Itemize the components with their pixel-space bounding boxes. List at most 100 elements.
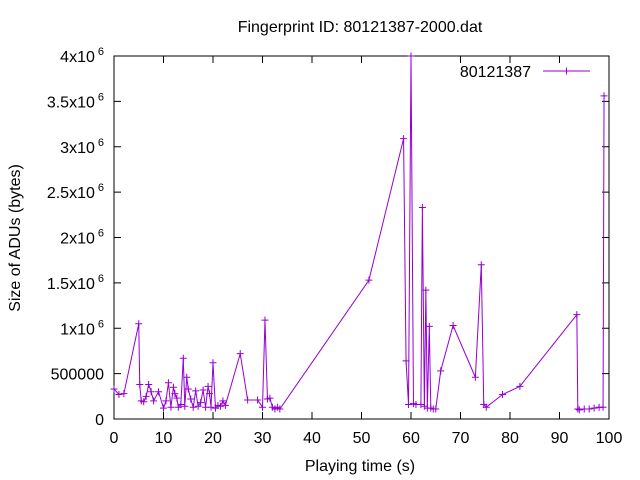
data-point: [110, 385, 118, 393]
y-tick-label: 2x10 6: [60, 228, 104, 248]
data-point: [600, 92, 608, 100]
x-tick-label: 100: [596, 430, 623, 447]
data-point: [276, 405, 284, 413]
axis-ticks: [113, 55, 610, 420]
data-point: [254, 396, 262, 404]
data-point: [432, 405, 440, 413]
data-point: [169, 383, 177, 391]
data-point: [204, 382, 212, 390]
data-point: [160, 404, 167, 412]
data-point: [499, 390, 507, 398]
x-tick-label: 90: [551, 430, 569, 447]
data-point: [179, 354, 187, 362]
data-point: [585, 405, 593, 413]
x-tick-label: 10: [155, 430, 173, 447]
data-point: [155, 388, 163, 396]
y-tick-label: 1.5x10 6: [47, 273, 104, 293]
data-point: [184, 385, 192, 393]
data-point: [573, 311, 581, 319]
series-layer: [110, 52, 608, 414]
x-axis-title: Playing time (s): [305, 458, 415, 475]
y-tick-label: 3x10 6: [60, 137, 104, 157]
y-tick-label: 2.5x10 6: [47, 182, 104, 202]
data-point: [194, 402, 202, 410]
x-tick-label: 80: [501, 430, 519, 447]
data-point: [449, 322, 457, 330]
data-point: [199, 386, 207, 394]
x-tick-label: 40: [303, 430, 321, 447]
data-point: [590, 404, 598, 412]
y-tick-labels: 0 500000 1x10 6 1.5x10 6 2x10 6 2.5x10 6 3x10 6 3.5x…: [47, 46, 104, 429]
data-point: [221, 401, 229, 409]
data-point: [405, 400, 413, 408]
data-point: [135, 320, 143, 328]
data-point: [477, 261, 485, 269]
x-tick-labels: 0 10 20 30 40 50 60 70 80 90 100: [110, 430, 623, 447]
data-point: [437, 367, 445, 375]
x-tick-label: 70: [452, 430, 470, 447]
data-point: [187, 395, 195, 403]
data-point: [189, 403, 197, 411]
data-point: [407, 52, 415, 60]
x-tick-label: 30: [254, 430, 272, 447]
data-point: [207, 403, 215, 411]
data-point: [173, 394, 181, 402]
x-tick-label: 0: [110, 430, 119, 447]
x-tick-label: 50: [353, 430, 371, 447]
data-point: [181, 402, 189, 410]
data-point: [145, 381, 153, 389]
data-point: [219, 397, 227, 405]
data-point: [147, 388, 155, 396]
data-point: [259, 403, 266, 411]
data-point: [471, 373, 479, 381]
data-point: [206, 390, 214, 398]
data-point: [142, 392, 150, 400]
data-point: [575, 406, 583, 414]
data-point: [115, 390, 123, 398]
data-point: [261, 316, 269, 324]
data-point: [167, 403, 175, 411]
y-tick-label: 3.5x10 6: [47, 91, 104, 111]
data-point: [516, 382, 524, 390]
y-axis-title: Size of ADUs (bytes): [7, 164, 24, 312]
data-point: [400, 135, 408, 143]
x-tick-label: 20: [204, 430, 222, 447]
data-point: [244, 396, 252, 404]
data-point: [192, 387, 200, 395]
data-point: [418, 204, 426, 212]
data-point: [236, 350, 244, 358]
data-point: [209, 359, 217, 367]
legend-marker: [563, 67, 570, 75]
data-point: [164, 379, 172, 387]
data-point: [425, 322, 433, 330]
data-point: [171, 390, 179, 398]
y-tick-label: 1x10 6: [60, 318, 104, 338]
data-point: [183, 373, 191, 381]
data-point: [216, 402, 224, 410]
legend: 80121387: [460, 64, 590, 81]
data-point: [150, 397, 158, 405]
data-point: [197, 399, 205, 407]
x-tick-label: 60: [402, 430, 420, 447]
data-point: [574, 405, 582, 413]
legend-point: [563, 67, 570, 75]
y-tick-label: 0: [95, 412, 104, 429]
data-point: [417, 400, 425, 408]
data-point: [365, 276, 373, 284]
plot-area: [110, 52, 610, 420]
data-point: [136, 381, 144, 389]
legend-label: 80121387: [460, 64, 531, 81]
data-point: [482, 403, 490, 411]
data-point: [177, 400, 185, 408]
data-point: [422, 286, 430, 294]
chart-title: Fingerprint ID: 80121387-2000.dat: [238, 19, 483, 36]
data-point: [140, 398, 148, 406]
data-point: [266, 394, 274, 402]
data-point: [420, 402, 428, 410]
y-tick-label: 500000: [51, 367, 104, 384]
data-point: [162, 397, 170, 405]
data-point: [599, 403, 607, 411]
y-tick-label: 4x10 6: [60, 46, 104, 66]
